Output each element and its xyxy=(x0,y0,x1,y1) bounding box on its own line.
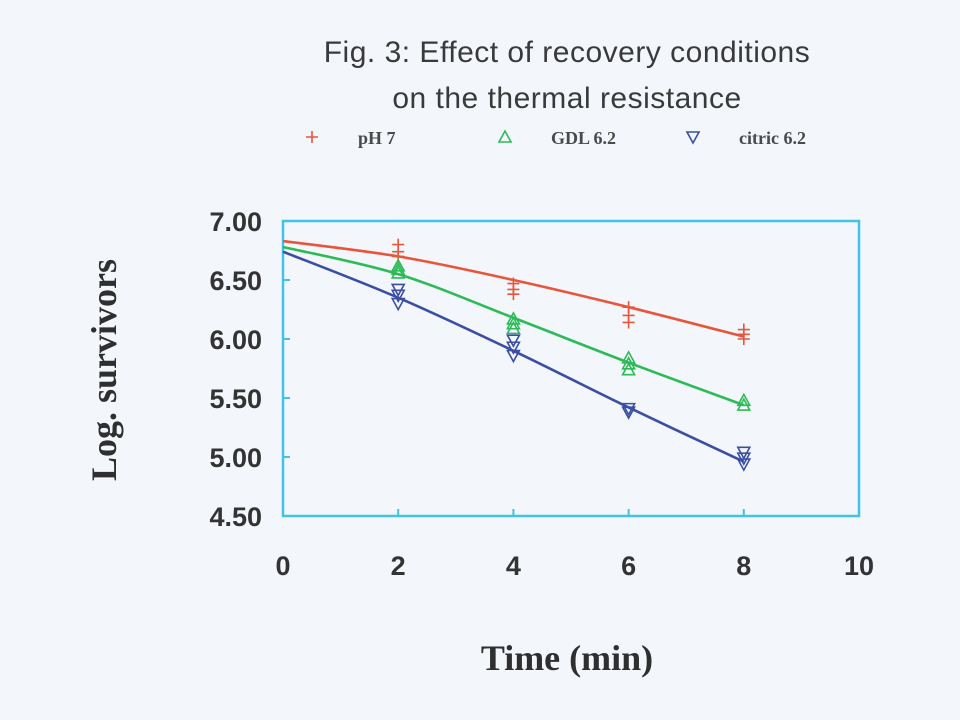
legend-marker-series-2 xyxy=(685,131,701,145)
data-point-series-1 xyxy=(736,392,752,407)
x-tick-label: 2 xyxy=(391,551,406,581)
legend-marker-series-1 xyxy=(497,129,513,143)
y-tick-label: 6.00 xyxy=(209,325,262,355)
y-tick-label: 7.00 xyxy=(209,207,262,237)
data-point-series-2 xyxy=(506,334,521,348)
y-tick-label: 6.50 xyxy=(209,266,262,296)
data-point-series-1 xyxy=(390,258,406,272)
y-tick-label: 4.50 xyxy=(209,502,262,532)
legend-label-series-2: citric 6.2 xyxy=(739,128,806,148)
data-point-series-1 xyxy=(390,261,406,276)
x-axis-label: Time (min) xyxy=(481,638,653,678)
data-markers xyxy=(390,238,752,472)
y-tick-label: 5.00 xyxy=(209,443,262,473)
legend-label-series-0: pH 7 xyxy=(358,128,396,148)
data-point-series-2 xyxy=(390,289,406,304)
data-point-series-1 xyxy=(621,362,636,376)
data-point-series-1 xyxy=(736,397,752,411)
chart-title: Fig. 3: Effect of recovery conditions xyxy=(324,36,811,69)
fit-line-series-1 xyxy=(282,245,745,407)
data-point-series-1 xyxy=(390,265,406,279)
chart-subtitle: on the thermal resistance xyxy=(392,82,741,115)
x-tick-label: 8 xyxy=(736,551,751,581)
x-tick-label: 4 xyxy=(506,551,521,581)
x-tick-label: 0 xyxy=(275,551,290,581)
data-point-series-2 xyxy=(506,349,521,364)
x-axis-ticks: 0 2 4 6 8 10 xyxy=(275,509,874,581)
legend: pH 7 GDL 6.2 citric 6.2 xyxy=(306,128,806,148)
data-point-series-2 xyxy=(390,297,406,312)
plot-area-frame xyxy=(281,219,861,518)
data-point-series-0 xyxy=(737,333,750,345)
data-point-series-2 xyxy=(621,402,636,417)
data-point-series-1 xyxy=(621,356,636,370)
data-point-series-2 xyxy=(621,406,636,420)
data-point-series-2 xyxy=(736,458,752,472)
y-axis-ticks: 4.50 5.00 5.50 6.00 6.50 7.00 xyxy=(209,207,290,532)
x-tick-label: 10 xyxy=(844,551,874,581)
data-point-series-0 xyxy=(622,316,635,329)
legend-label-series-1: GDL 6.2 xyxy=(551,128,616,148)
x-tick-label: 6 xyxy=(621,551,636,581)
data-point-series-1 xyxy=(506,320,521,335)
data-point-series-1 xyxy=(506,315,521,330)
y-tick-label: 5.50 xyxy=(209,384,262,414)
data-point-series-0 xyxy=(507,288,520,301)
legend-marker-series-0 xyxy=(306,131,318,143)
data-point-series-2 xyxy=(506,341,521,355)
fit-lines xyxy=(282,239,745,463)
y-axis-label: Log. survivors xyxy=(84,259,124,481)
